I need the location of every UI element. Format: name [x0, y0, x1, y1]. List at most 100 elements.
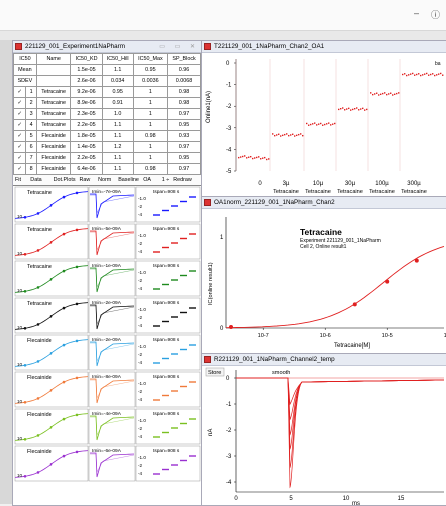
imin-label: Imin=-7e-09A	[92, 189, 122, 195]
tc-tick: -4	[138, 249, 143, 254]
data-point	[352, 108, 354, 111]
data-point	[394, 93, 396, 95]
data-point	[356, 107, 358, 109]
row-kd: 2.2e-05	[70, 119, 103, 131]
oa-stepper[interactable]: 1 ÷	[161, 177, 170, 183]
row-name: Flecainide	[35, 141, 72, 153]
data-point	[274, 134, 276, 137]
table-row: ✓ 1 Tetracaine 9.2e-06 0.95 1 0.98	[13, 86, 201, 98]
row-sp: 0.98	[167, 86, 201, 98]
summary-row: SDEV 2.6e-06 0.034 0.0036 0.0068	[13, 75, 201, 87]
grid-header-dotplots[interactable]: Dot.Plots	[53, 177, 76, 183]
row-sp: 0.97	[167, 108, 201, 120]
grid-header-redraw[interactable]: Redraw	[173, 177, 192, 183]
store-button	[205, 367, 225, 377]
tc-tick: -2	[138, 204, 143, 209]
data-point	[49, 278, 53, 281]
data-point	[36, 249, 40, 252]
row-checkbox[interactable]: ✓	[13, 108, 27, 120]
timecourse-panel	[135, 408, 201, 445]
timecourse-panel	[135, 445, 201, 482]
tc-tick: -2	[138, 241, 143, 246]
data-point	[244, 155, 246, 157]
oa-plot: Online1(nA) 0 -1 -2 -3 -4 -5 0 3µ Tetracaine 10µ Te…	[206, 59, 444, 195]
x-axis-label: ms	[352, 501, 360, 505]
data-point	[278, 133, 280, 135]
y-tick-label: -4	[226, 147, 232, 153]
data-point	[364, 109, 366, 111]
current-trace	[90, 194, 135, 214]
row-max: 0.98	[132, 163, 169, 175]
row-number: 7	[25, 152, 37, 164]
column-header-3[interactable]: IC50_Hill	[101, 53, 134, 65]
row-checkbox[interactable]: ✓	[13, 141, 27, 153]
row-max: 1	[132, 108, 169, 120]
column-header-1[interactable]: Name	[35, 53, 72, 65]
data-point	[75, 339, 79, 343]
timecourse-panel	[135, 371, 201, 408]
imin-label: Imin=-8e-09A	[92, 374, 122, 380]
fit-curve	[225, 245, 445, 329]
data-point	[23, 215, 27, 219]
grid-header-oa[interactable]: OA	[143, 177, 151, 183]
current-trace	[236, 377, 445, 489]
grid-header-raw[interactable]: Raw	[79, 177, 91, 183]
column-header-2[interactable]: IC50_KD	[70, 53, 103, 65]
current-trace	[236, 377, 445, 406]
data-point	[75, 376, 79, 380]
y-tick-label: 1	[220, 235, 224, 241]
grid-header-norm[interactable]: Norm	[98, 177, 112, 183]
data-point	[23, 400, 27, 404]
data-point	[398, 92, 400, 94]
data-point	[388, 93, 390, 95]
row-checkbox[interactable]: ✓	[13, 163, 27, 175]
data-point	[440, 72, 442, 75]
data-point	[350, 109, 352, 111]
data-point	[262, 157, 264, 159]
column-header-0[interactable]: IC50	[13, 53, 37, 65]
x-sub-label: Tetracaine	[273, 189, 299, 195]
column-header-5[interactable]: SP_Block	[167, 53, 201, 65]
summary-max: 0.0036	[132, 75, 169, 87]
tc-tick: -2	[138, 278, 143, 283]
x-axis-label: Tetracaine[M]	[334, 343, 370, 349]
data-point	[264, 156, 266, 159]
timecourse-panel	[135, 297, 201, 334]
data-point	[392, 94, 394, 96]
data-point	[370, 92, 372, 94]
data-point	[62, 306, 66, 310]
summary-sp: 0.0068	[167, 75, 201, 87]
data-point	[75, 450, 79, 454]
data-point	[328, 122, 330, 124]
y-axis-label: nA	[208, 429, 214, 436]
row-checkbox[interactable]: ✓	[13, 152, 27, 164]
row-hill: 1.2	[101, 141, 134, 153]
row-checkbox[interactable]: ✓	[13, 119, 27, 131]
row-sp: 0.98	[167, 97, 201, 109]
row-checkbox[interactable]: ✓	[13, 86, 27, 98]
tc-tick: -2	[138, 463, 143, 468]
column-header-4[interactable]: IC50_Max	[132, 53, 169, 65]
info-icon[interactable]: ⓘ	[431, 10, 441, 20]
current-trace	[90, 378, 135, 404]
grid-header-fit[interactable]: Fit	[15, 177, 21, 183]
window-buttons[interactable]: ▭ ▭ ✕	[159, 44, 199, 50]
data-point	[332, 123, 334, 125]
window-icon	[15, 43, 22, 50]
row-hill: 1.1	[101, 130, 134, 142]
minimize-icon[interactable]: –	[414, 8, 420, 18]
row-checkbox[interactable]: ✓	[13, 97, 27, 109]
data-point	[330, 124, 332, 126]
grid-header-data[interactable]: Data	[30, 177, 42, 183]
row-max: 1	[132, 97, 169, 109]
data-point	[49, 315, 53, 318]
data-point	[49, 204, 53, 207]
row-kd: 1.8e-05	[70, 130, 103, 142]
data-point	[404, 73, 406, 75]
data-point	[408, 74, 410, 76]
grid-header-baseline[interactable]: Baseline	[118, 177, 139, 183]
row-checkbox[interactable]: ✓	[13, 130, 27, 142]
tc-tick: -4	[138, 212, 143, 217]
row-number: 2	[25, 97, 37, 109]
row-number: 5	[25, 130, 37, 142]
